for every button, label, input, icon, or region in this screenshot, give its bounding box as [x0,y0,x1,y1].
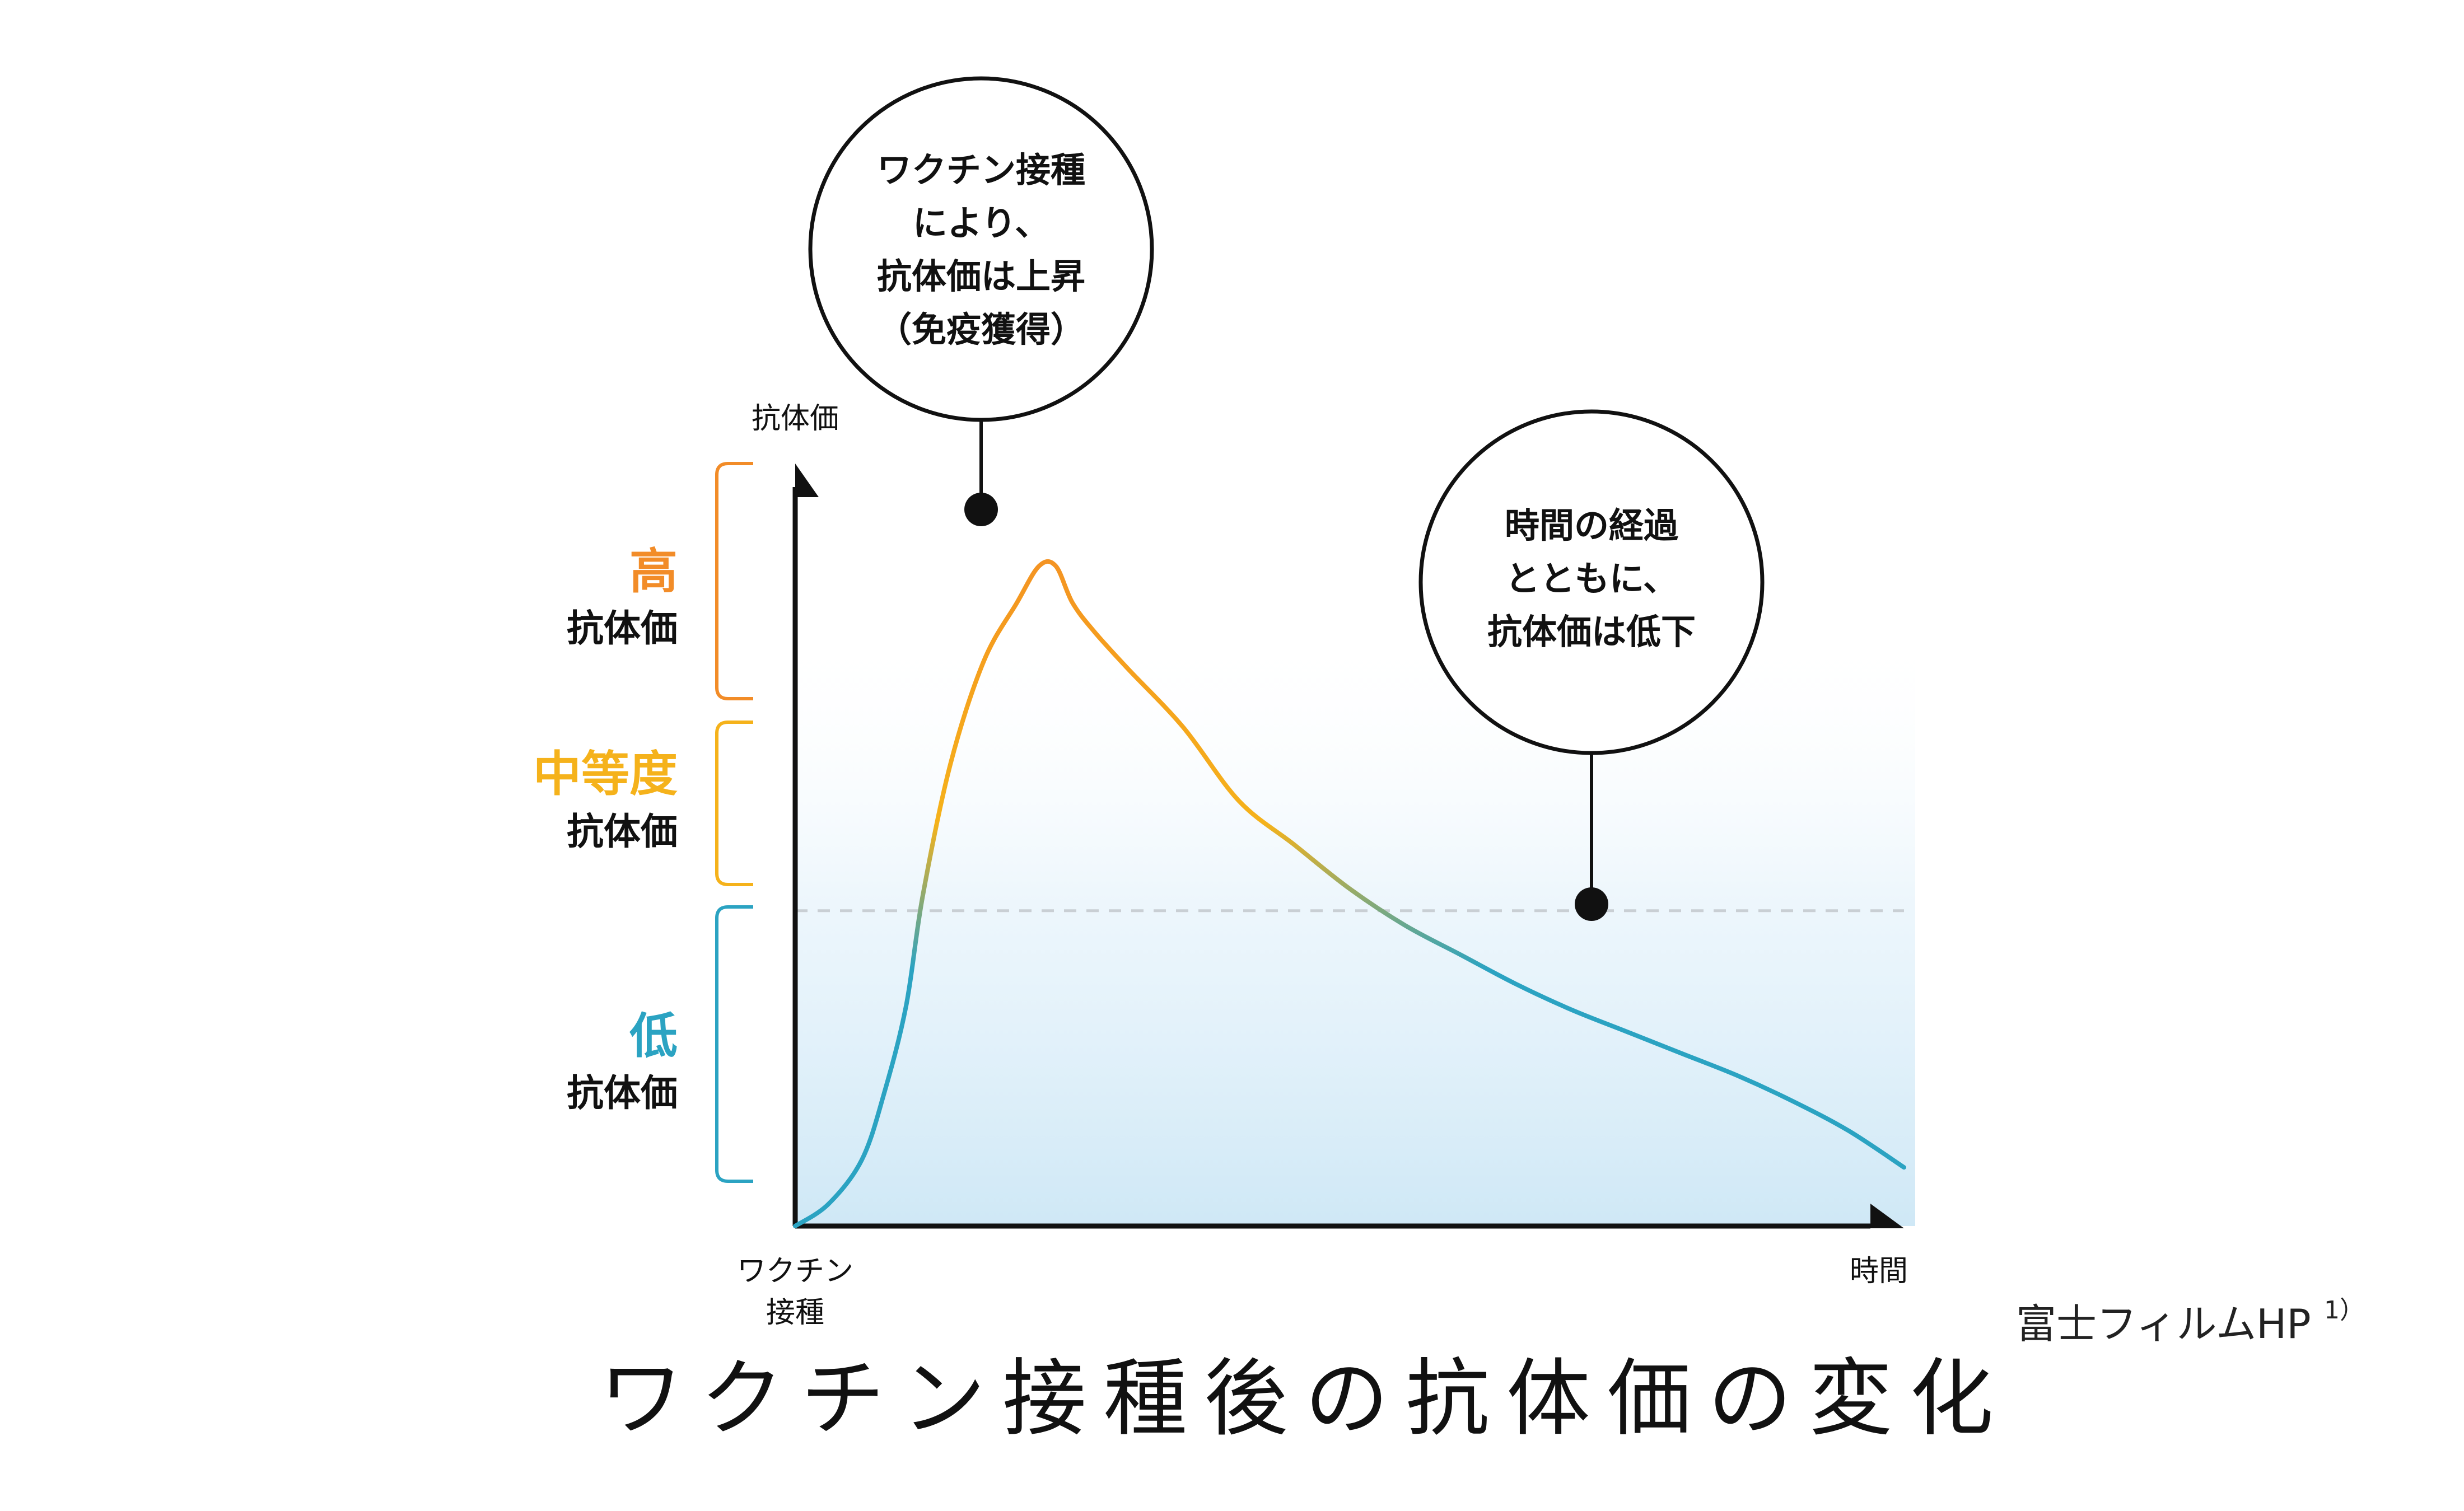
callout-decline-line-2: とともに、 [1505,558,1678,599]
callout-decline-line-1: 時間の経過 [1505,505,1679,546]
callout-rise-line-1: ワクチン接種 [877,149,1085,190]
callout-rise: ワクチン接種 により、 抗体価は上昇 （免疫獲得） [808,76,1154,526]
bracket-medium [715,721,753,886]
callout-rise-line-4: （免疫獲得） [877,309,1085,350]
x-start-label-line-2: 接種 [766,1296,824,1330]
chart-title: ワクチン接種後の抗体価の変化 [599,1350,2010,1448]
callout-decline-line-3: 抗体価は低下 [1487,611,1696,652]
callout-decline-circle [1418,409,1765,755]
band-low-main: 低 [629,1008,678,1064]
x-start-label-line-1: ワクチン [737,1255,853,1288]
band-high-sub: 抗体価 [567,607,678,650]
callout-decline: 時間の経過 とともに、 抗体価は低下 [1418,409,1765,921]
band-low-sub: 抗体価 [567,1072,678,1115]
antibody-curve [793,559,1906,1228]
callout-rise-circle [808,76,1154,422]
band-medium-main: 中等度 [533,746,678,802]
bracket-low [715,905,753,1183]
band-high-main: 高 [629,544,678,600]
callout-rise-dot [964,493,998,526]
source-note: 1） [2324,1296,2364,1325]
x-axis-arrow [1870,1204,1904,1228]
y-axis-arrow [795,464,819,497]
band-medium-sub: 抗体価 [567,810,678,853]
callout-rise-line-2: により、 [913,203,1049,244]
callout-decline-dot [1575,887,1608,921]
source-label: 富士フィルムHP [2016,1301,2311,1348]
callout-rise-line-3: 抗体価は上昇 [877,256,1085,297]
y-axis-label: 抗体価 [752,402,839,436]
x-end-label: 時間 [1850,1255,1908,1288]
plot-background [795,627,1915,1226]
bracket-high [715,462,753,700]
